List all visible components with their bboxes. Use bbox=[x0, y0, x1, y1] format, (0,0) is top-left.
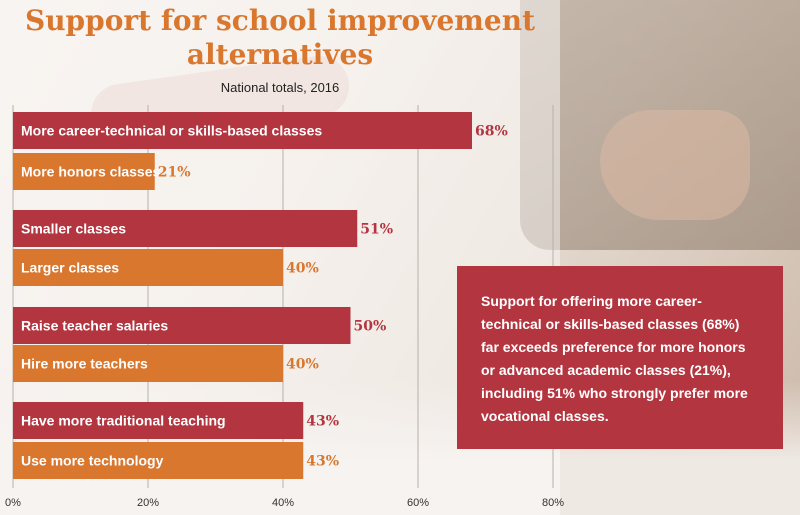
x-tick-0: 0% bbox=[5, 497, 21, 509]
x-tick-20: 20% bbox=[137, 497, 159, 509]
bar-5 bbox=[13, 307, 351, 344]
bar-label-6: Hire more teachers bbox=[21, 356, 148, 372]
x-tick-40: 40% bbox=[272, 497, 294, 509]
value-label-8: 43% bbox=[306, 454, 339, 470]
value-label-6: 40% bbox=[286, 357, 319, 373]
value-label-7: 43% bbox=[306, 414, 339, 430]
hand-shape bbox=[600, 110, 750, 220]
value-label-5: 50% bbox=[354, 319, 387, 335]
x-tick-60: 60% bbox=[407, 497, 429, 509]
bar-label-7: Have more traditional teaching bbox=[21, 413, 226, 429]
bar-label-4: Larger classes bbox=[21, 260, 119, 276]
chart-title: Support for school improvement alternati… bbox=[24, 4, 536, 71]
value-label-4: 40% bbox=[286, 261, 319, 277]
bar-label-5: Raise teacher salaries bbox=[21, 318, 168, 334]
x-tick-80: 80% bbox=[542, 497, 564, 509]
value-label-2: 21% bbox=[158, 165, 191, 181]
bar-label-1: More career-technical or skills-based cl… bbox=[21, 123, 322, 139]
callout-text: Support for offering more career-technic… bbox=[481, 293, 748, 424]
bar-label-2: More honors classes bbox=[21, 164, 160, 180]
chart-subtitle: National totals, 2016 bbox=[220, 80, 340, 95]
value-label-1: 68% bbox=[475, 124, 508, 140]
bar-3 bbox=[13, 210, 358, 247]
value-label-3: 51% bbox=[360, 222, 393, 238]
bar-7 bbox=[13, 402, 304, 439]
callout-box: Support for offering more career-technic… bbox=[457, 266, 783, 449]
bar-4 bbox=[13, 249, 283, 286]
bar-2 bbox=[13, 153, 155, 190]
bar-label-3: Smaller classes bbox=[21, 221, 126, 237]
bar-label-8: Use more technology bbox=[21, 453, 164, 469]
bar-8 bbox=[13, 442, 304, 479]
bar-6 bbox=[13, 345, 283, 382]
bar-1 bbox=[13, 112, 472, 149]
